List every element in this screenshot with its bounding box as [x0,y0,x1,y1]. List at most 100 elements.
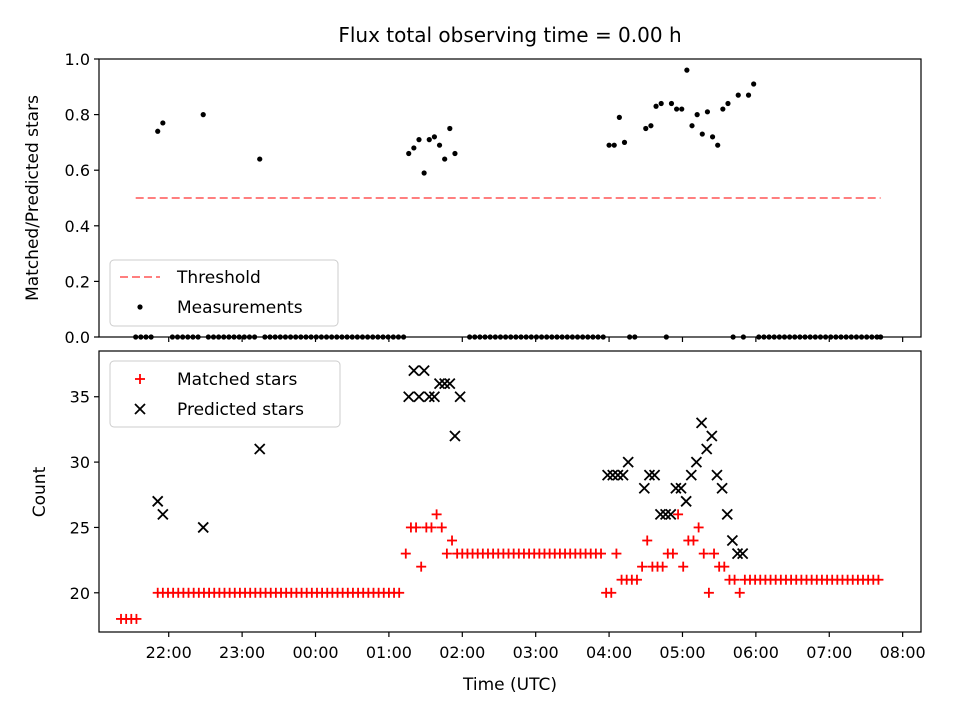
predicted-star-point [737,547,749,560]
y-tick-label: 25 [70,518,90,537]
matched-star-point [431,509,442,520]
predicted-star-point [449,430,461,442]
x-tick-label: 00:00 [292,643,338,662]
measurements-legend-marker [137,304,143,310]
predicted-star-point [721,508,733,521]
predicted-star-point [433,378,446,390]
ratio-axes-frame [98,58,922,338]
count-panel: 20 25 30 35 22:00 23:00 00:00 01:00 02:00 03:00 0… [30,350,926,695]
predicted-stars-series [152,364,749,560]
measurement-point [715,142,721,148]
matched-star-point [416,561,427,572]
matched-star-point [596,548,607,559]
measurement-point [155,128,161,134]
x-tick-label: 06:00 [733,643,779,662]
measurement-point [426,137,432,143]
measurement-point [745,92,752,98]
measurement-point [679,106,685,112]
measurement-point [720,106,726,112]
matched-star-point [611,548,622,559]
measurement-point [689,123,695,129]
measurement-point [406,150,412,157]
predicted-star-point [680,495,692,507]
matched-star-point [703,587,714,598]
predicted-star-point [643,469,656,481]
measurement-point [606,142,612,148]
ratio-panel: 0.0 0.2 0.4 0.6 0.8 1.0 Matched/Predicted sta… [23,50,922,347]
measurement-point [643,125,649,132]
measurements-legend-label: Measurements [177,298,303,318]
x-tick-label: 07:00 [806,643,852,662]
matched-star-point [698,548,709,559]
predicted-star-point [423,391,435,403]
y-tick-label: 1.0 [65,50,90,69]
measurement-point [699,131,705,137]
measurement-point [257,156,263,162]
ratio-y-axis-label: Matched/Predicted stars [23,95,43,301]
measurement-point [200,112,206,118]
measurement-point [704,109,711,115]
measurement-point [668,100,675,107]
x-tick-label: 01:00 [366,643,412,662]
matched-star-point [436,522,447,533]
measurement-point [431,134,438,140]
predicted-star-point [413,391,425,403]
matched-star-point [642,535,653,546]
matched-star-point [719,561,730,572]
predicted-star-point [726,534,739,547]
predicted-star-point [648,469,661,481]
measurement-point [648,123,654,129]
measurement-point [709,134,716,140]
predicted-star-point [157,508,169,521]
matched-star-point [606,587,617,598]
y-tick-label: 20 [70,584,90,603]
predicted-star-point [607,469,619,481]
measurement-point [658,100,664,107]
x-axis-label: Time (UTC) [462,675,557,695]
matched-star-point [693,522,704,533]
count-legend: Matched stars Predicted stars [109,360,341,428]
count-legend-box [109,360,341,428]
predicted-star-point [665,508,677,521]
measurement-point [694,112,700,118]
predicted-star-point [690,456,703,468]
matched-star-point [688,535,699,546]
matched-star-point [734,587,745,598]
matched-star-point [394,587,405,598]
threshold-legend-label: Threshold [176,268,261,288]
predicted-star-point [254,443,266,455]
measurement-point [611,142,617,148]
x-tick-label: 22:00 [146,643,192,662]
x-tick-label: 23:00 [219,643,265,662]
predicted-legend-marker [134,403,146,415]
predicted-star-point [152,495,164,507]
y-tick-label: 0.4 [65,217,90,236]
x-tick-label: 05:00 [659,643,705,662]
chart-title: Flux total observing time = 0.00 h [338,23,681,47]
predicted-star-point [454,391,466,403]
ratio-legend: Threshold Measurements [109,259,339,327]
y-tick-label: 0.2 [65,272,90,291]
matched-legend-marker [135,374,145,384]
matched-stars-series [116,509,884,624]
matched-star-point [673,509,684,520]
predicted-star-point [197,521,209,534]
measurement-point [447,125,453,132]
predicted-star-point [711,469,723,481]
predicted-star-point [731,547,744,560]
measurement-point [684,67,690,73]
measurement-point [725,100,731,107]
predicted-star-point [654,508,667,521]
predicted-star-point [659,508,672,521]
count-y-axis: 20 25 30 35 [70,388,99,603]
predicted-star-point [716,482,728,494]
measurement-point [653,103,659,109]
predicted-legend-label: Predicted stars [177,400,304,420]
predicted-star-point [617,469,629,481]
measurement-point [452,150,458,157]
measurement-point [751,81,757,87]
predicted-star-point [706,430,718,442]
x-tick-label: 02:00 [439,643,485,662]
predicted-star-point [701,443,713,455]
